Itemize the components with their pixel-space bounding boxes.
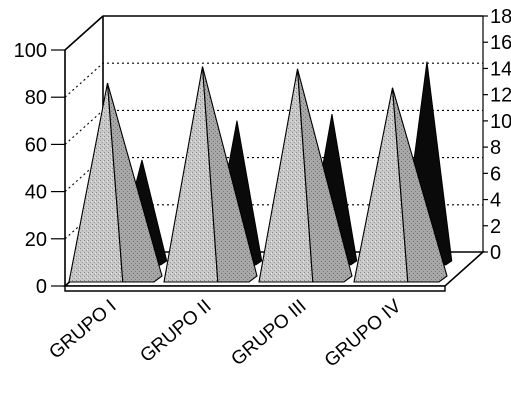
right-tick-label: 0 [490, 242, 501, 264]
pyramid-grey-side [106, 82, 163, 283]
left-axis-ticks: 0 20 40 60 80 100 [14, 40, 65, 298]
right-tick-label: 14 [490, 58, 511, 80]
right-tick-label: 12 [490, 85, 511, 107]
right-tick-label: 4 [490, 190, 501, 212]
left-tick-label: 40 [25, 182, 47, 204]
right-tick-label: 18 [490, 6, 511, 28]
gridline [64, 15, 483, 51]
pyramid-grey-side [391, 87, 448, 283]
right-tick-label: 10 [490, 111, 511, 133]
left-tick-label: 0 [36, 276, 47, 298]
pyramid-grey-side [296, 68, 353, 283]
pyramid-grey-side [201, 66, 258, 283]
right-axis-ticks: 0 2 4 6 8 10 12 14 16 18 [483, 6, 511, 264]
left-tick-label: 20 [25, 229, 47, 251]
category-label: GRUPO II [136, 296, 215, 367]
left-tick-label: 60 [25, 134, 47, 156]
floor-front-edge [64, 285, 446, 292]
category-label: GRUPO I [46, 296, 121, 364]
right-tick-label: 2 [490, 216, 501, 238]
right-tick-label: 8 [490, 137, 501, 159]
pyramid-grey [68, 82, 163, 283]
right-tick-label: 6 [490, 163, 501, 185]
category-labels: GRUPO I GRUPO II GRUPO III GRUPO IV [46, 296, 406, 372]
gridline [64, 62, 483, 98]
left-tick-label: 100 [14, 40, 47, 62]
category-label: GRUPO IV [321, 296, 406, 372]
right-tick-label: 16 [490, 32, 511, 54]
left-tick-label: 80 [25, 87, 47, 109]
left-axis-series [68, 66, 448, 283]
pyramid-grey [258, 68, 353, 283]
pyramid-grey [353, 87, 448, 283]
category-label: GRUPO III [227, 296, 310, 370]
pyramid-grey [163, 66, 258, 283]
